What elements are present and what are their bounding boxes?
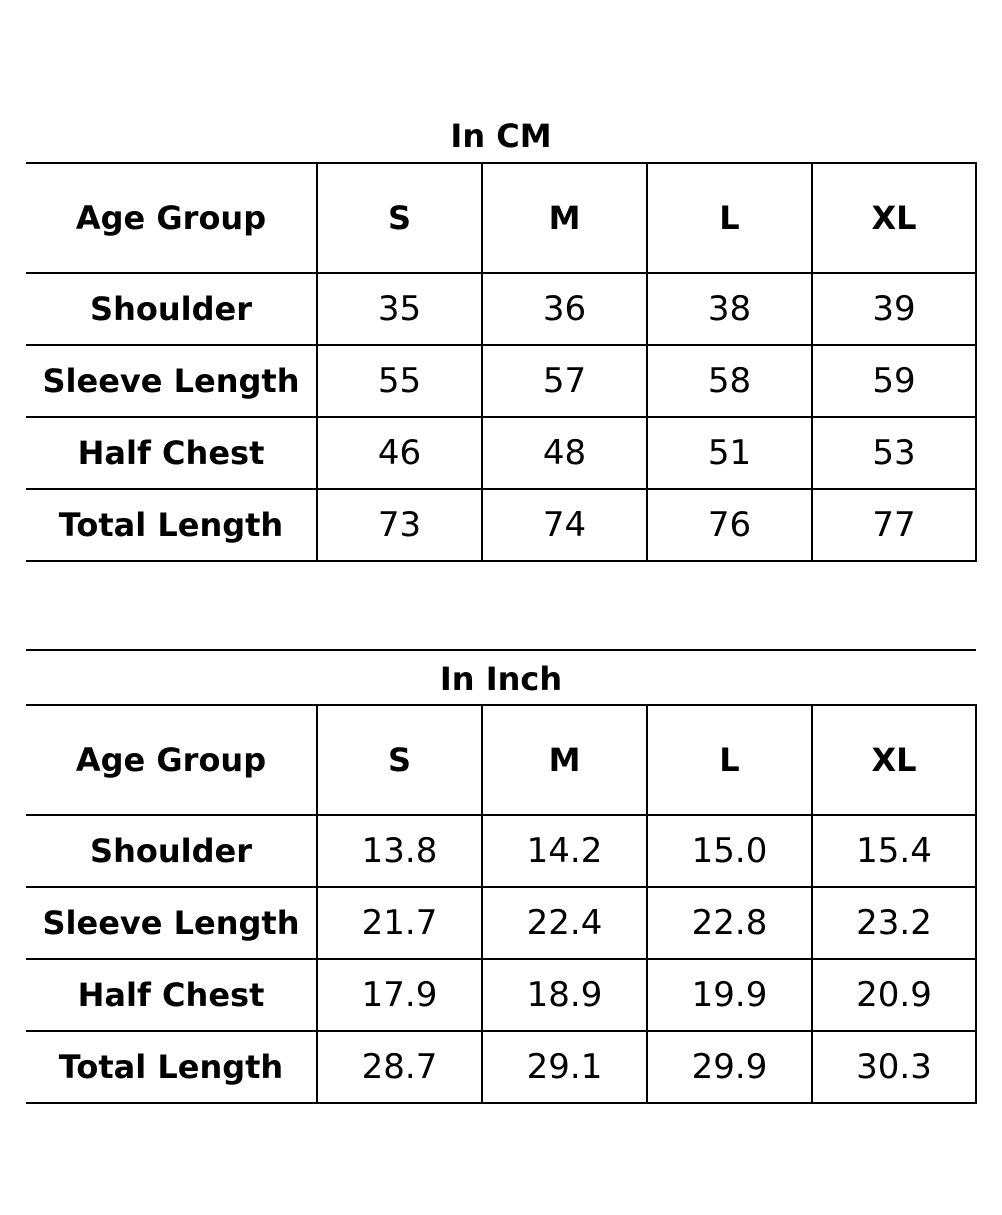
header-size-s: S xyxy=(316,704,483,816)
table-cell: 48 xyxy=(481,416,648,490)
table-cell: 36 xyxy=(481,272,648,346)
table-cell: 15.4 xyxy=(811,814,977,888)
table-row: Sleeve Length 55 57 58 59 xyxy=(26,344,977,418)
size-table-cm: Age Group S M L XL Shoulder 35 36 38 39 … xyxy=(26,162,977,562)
table-cell: 23.2 xyxy=(811,886,977,960)
table-cell: 21.7 xyxy=(316,886,483,960)
table-cell: 17.9 xyxy=(316,958,483,1032)
table-cell: 30.3 xyxy=(811,1030,977,1104)
table-cell: 29.9 xyxy=(646,1030,813,1104)
table-row: Shoulder 13.8 14.2 15.0 15.4 xyxy=(26,814,977,888)
table-cell: 20.9 xyxy=(811,958,977,1032)
table-cell: 51 xyxy=(646,416,813,490)
table-cell: 76 xyxy=(646,488,813,562)
table-row: Sleeve Length 21.7 22.4 22.8 23.2 xyxy=(26,886,977,960)
table-cell: 22.8 xyxy=(646,886,813,960)
table-cell: 13.8 xyxy=(316,814,483,888)
table-cell: 58 xyxy=(646,344,813,418)
row-label-shoulder: Shoulder xyxy=(26,814,318,888)
row-label-sleeve-length: Sleeve Length xyxy=(26,344,318,418)
row-label-half-chest: Half Chest xyxy=(26,958,318,1032)
table-cell: 77 xyxy=(811,488,977,562)
table-row: Shoulder 35 36 38 39 xyxy=(26,272,977,346)
table-cell: 38 xyxy=(646,272,813,346)
header-size-m: M xyxy=(481,704,648,816)
header-size-xl: XL xyxy=(811,162,977,274)
table-cell: 73 xyxy=(316,488,483,562)
table-cell: 29.1 xyxy=(481,1030,648,1104)
header-row: Age Group S M L XL xyxy=(26,704,977,816)
row-label-total-length: Total Length xyxy=(26,488,318,562)
table-row: Half Chest 46 48 51 53 xyxy=(26,416,977,490)
size-table-inch: Age Group S M L XL Shoulder 13.8 14.2 15… xyxy=(26,704,977,1104)
row-label-sleeve-length: Sleeve Length xyxy=(26,886,318,960)
table-cell: 19.9 xyxy=(646,958,813,1032)
header-age-group: Age Group xyxy=(26,162,318,274)
table-cell: 74 xyxy=(481,488,648,562)
table-cell: 46 xyxy=(316,416,483,490)
header-age-group: Age Group xyxy=(26,704,318,816)
row-label-half-chest: Half Chest xyxy=(26,416,318,490)
table-cell: 14.2 xyxy=(481,814,648,888)
table-cell: 18.9 xyxy=(481,958,648,1032)
header-size-s: S xyxy=(316,162,483,274)
table-row: Total Length 73 74 76 77 xyxy=(26,488,977,562)
header-size-l: L xyxy=(646,162,813,274)
inch-table-title: In Inch xyxy=(439,660,563,698)
header-row: Age Group S M L XL xyxy=(26,162,977,274)
table-cell: 59 xyxy=(811,344,977,418)
divider xyxy=(26,649,976,651)
header-size-m: M xyxy=(481,162,648,274)
table-cell: 35 xyxy=(316,272,483,346)
cm-table-title: In CM xyxy=(450,117,552,155)
table-cell: 53 xyxy=(811,416,977,490)
table-cell: 57 xyxy=(481,344,648,418)
row-label-shoulder: Shoulder xyxy=(26,272,318,346)
table-row: Half Chest 17.9 18.9 19.9 20.9 xyxy=(26,958,977,1032)
table-cell: 22.4 xyxy=(481,886,648,960)
header-size-xl: XL xyxy=(811,704,977,816)
table-row: Total Length 28.7 29.1 29.9 30.3 xyxy=(26,1030,977,1104)
table-cell: 39 xyxy=(811,272,977,346)
row-label-total-length: Total Length xyxy=(26,1030,318,1104)
header-size-l: L xyxy=(646,704,813,816)
table-cell: 55 xyxy=(316,344,483,418)
table-cell: 28.7 xyxy=(316,1030,483,1104)
table-cell: 15.0 xyxy=(646,814,813,888)
